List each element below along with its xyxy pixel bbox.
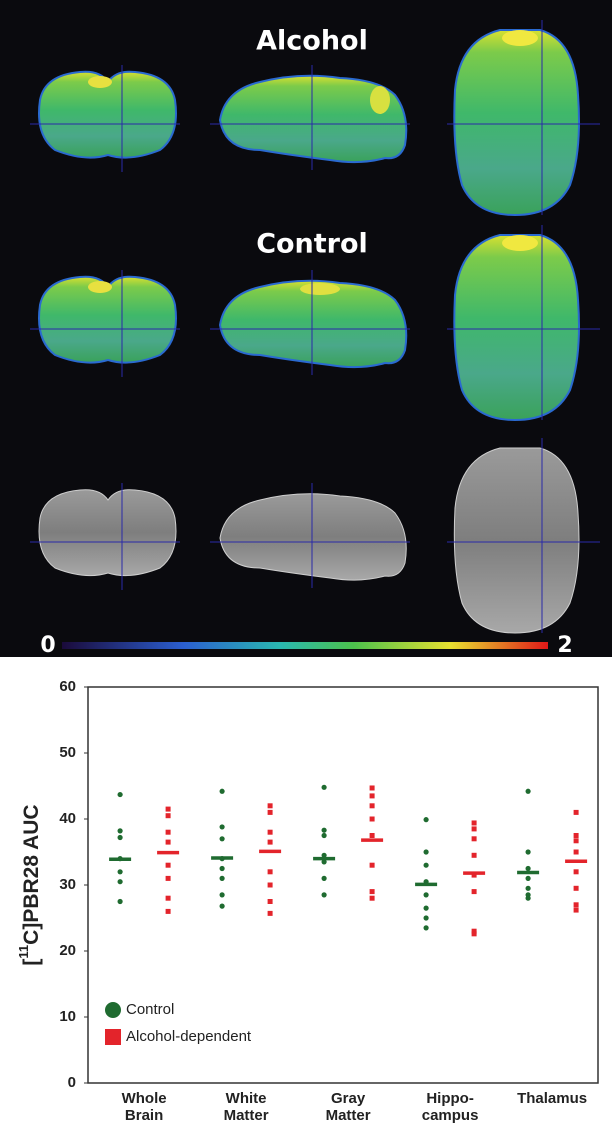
data-point bbox=[322, 828, 327, 833]
data-point bbox=[268, 911, 273, 916]
data-point bbox=[424, 925, 429, 930]
data-point bbox=[526, 886, 531, 891]
data-point bbox=[424, 906, 429, 911]
data-point bbox=[370, 793, 375, 798]
legend-swatch bbox=[105, 1002, 121, 1018]
data-point bbox=[220, 892, 225, 897]
data-point bbox=[118, 869, 123, 874]
data-point bbox=[166, 807, 171, 812]
y-axis-label: [11C]PBR28 AUC bbox=[16, 804, 42, 965]
y-tick-label: 30 bbox=[59, 876, 76, 893]
data-point bbox=[220, 904, 225, 909]
y-tick-label: 10 bbox=[59, 1008, 76, 1025]
y-label-part: C]PBR28 AUC bbox=[20, 804, 43, 944]
colorbar-min: 0 bbox=[40, 633, 55, 658]
data-point bbox=[370, 863, 375, 868]
data-point bbox=[118, 792, 123, 797]
y-tick-label: 40 bbox=[59, 810, 76, 827]
data-point bbox=[268, 830, 273, 835]
legend-swatch bbox=[105, 1029, 121, 1045]
data-point bbox=[220, 866, 225, 871]
data-point bbox=[220, 824, 225, 829]
legend-label: Control bbox=[126, 1001, 174, 1018]
data-point bbox=[574, 902, 579, 907]
data-point bbox=[574, 833, 579, 838]
data-point bbox=[268, 810, 273, 815]
data-point bbox=[166, 876, 171, 881]
plot-frame bbox=[88, 687, 598, 1083]
y-label-sup: 11 bbox=[16, 945, 31, 959]
data-point bbox=[370, 785, 375, 790]
panel-title: Control bbox=[256, 229, 368, 260]
data-point bbox=[424, 849, 429, 854]
data-point bbox=[166, 830, 171, 835]
legend-label: Alcohol-dependent bbox=[126, 1028, 252, 1045]
data-point bbox=[472, 931, 477, 936]
y-label-part: [ bbox=[20, 959, 43, 966]
data-point bbox=[526, 876, 531, 881]
data-point bbox=[166, 840, 171, 845]
data-point bbox=[268, 840, 273, 845]
data-point bbox=[574, 886, 579, 891]
data-point bbox=[220, 789, 225, 794]
data-point bbox=[220, 836, 225, 841]
data-point bbox=[526, 849, 531, 854]
data-point bbox=[166, 909, 171, 914]
data-point bbox=[166, 863, 171, 868]
y-tick-label: 0 bbox=[68, 1074, 76, 1091]
data-point bbox=[322, 876, 327, 881]
data-point bbox=[424, 817, 429, 822]
data-point bbox=[370, 889, 375, 894]
data-point bbox=[574, 869, 579, 874]
data-point bbox=[472, 836, 477, 841]
data-point bbox=[526, 896, 531, 901]
data-point bbox=[268, 803, 273, 808]
data-point bbox=[268, 869, 273, 874]
figure: Alcohol Control 0 2 [11C]PBR28 AUC 0 10 20… bbox=[0, 0, 612, 1127]
y-tick-label: 50 bbox=[59, 744, 76, 761]
y-tick-label: 60 bbox=[59, 678, 76, 695]
data-point bbox=[268, 899, 273, 904]
data-point bbox=[370, 833, 375, 838]
data-point bbox=[268, 883, 273, 888]
data-point bbox=[574, 908, 579, 913]
data-point bbox=[472, 826, 477, 831]
data-point bbox=[322, 892, 327, 897]
data-point bbox=[322, 785, 327, 790]
data-point bbox=[472, 889, 477, 894]
data-point bbox=[574, 850, 579, 855]
data-point bbox=[472, 853, 477, 858]
data-point bbox=[574, 810, 579, 815]
y-tick-label: 20 bbox=[59, 942, 76, 959]
colorbar-max: 2 bbox=[557, 633, 572, 658]
x-tick-label: Thalamus bbox=[517, 1090, 587, 1107]
data-point bbox=[424, 863, 429, 868]
data-point bbox=[526, 866, 531, 871]
data-point bbox=[118, 879, 123, 884]
data-point bbox=[166, 896, 171, 901]
data-point bbox=[370, 896, 375, 901]
data-point bbox=[472, 820, 477, 825]
data-point bbox=[370, 803, 375, 808]
data-point bbox=[526, 789, 531, 794]
x-tick-label: Hippo-campus bbox=[422, 1090, 479, 1124]
data-point bbox=[370, 817, 375, 822]
data-point bbox=[166, 813, 171, 818]
data-point bbox=[220, 876, 225, 881]
colorbar bbox=[62, 642, 548, 649]
data-point bbox=[118, 835, 123, 840]
data-point bbox=[322, 833, 327, 838]
data-point bbox=[118, 899, 123, 904]
data-point bbox=[118, 828, 123, 833]
data-point bbox=[424, 915, 429, 920]
data-point bbox=[424, 892, 429, 897]
data-point bbox=[574, 838, 579, 843]
panel-title: Alcohol bbox=[256, 26, 368, 57]
